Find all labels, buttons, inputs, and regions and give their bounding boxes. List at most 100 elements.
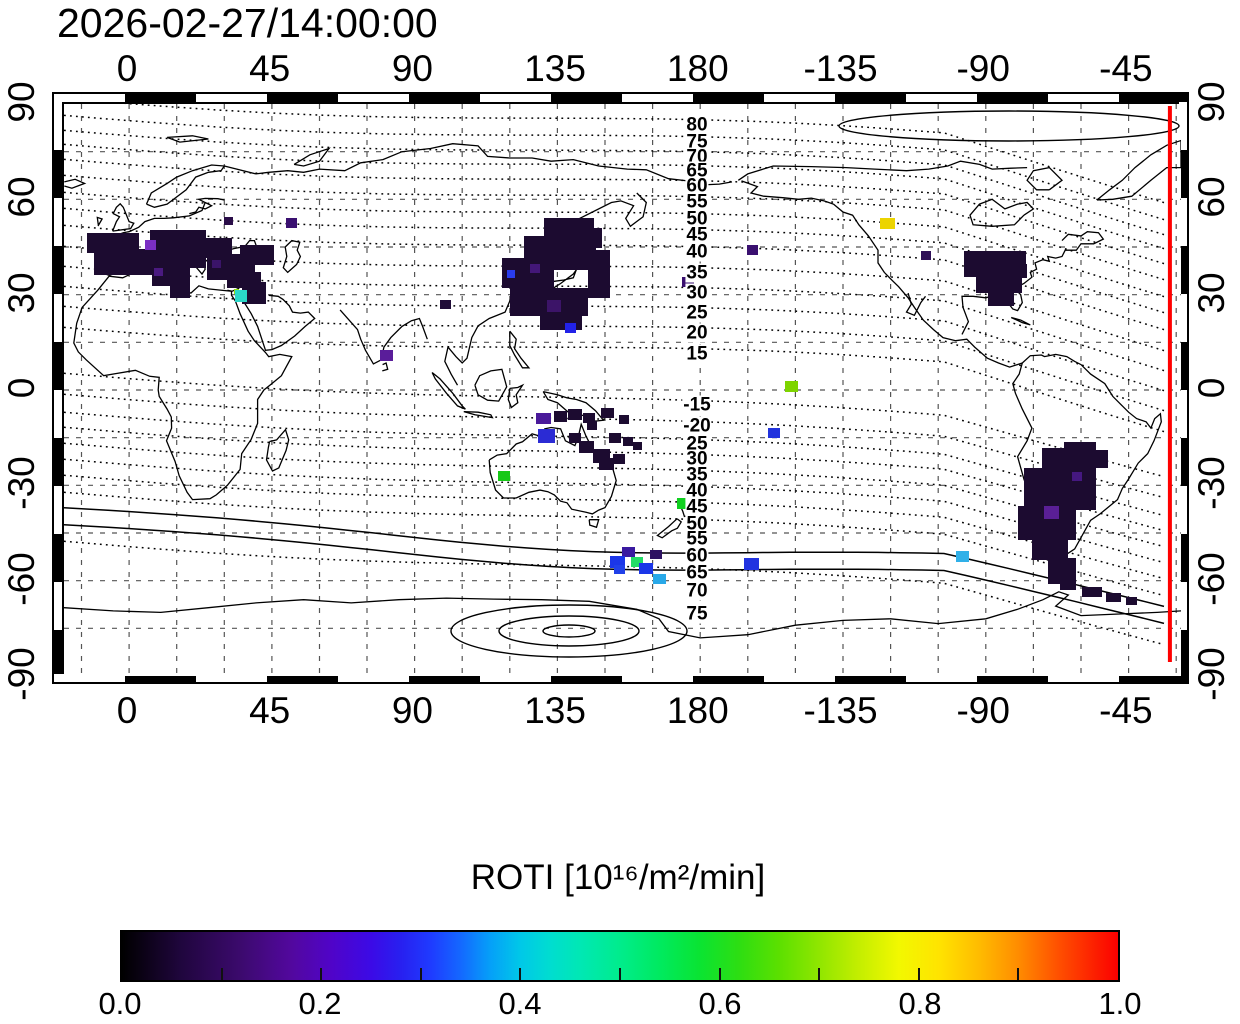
coastline bbox=[463, 410, 494, 419]
modip-contour-oval bbox=[498, 615, 640, 647]
modip-contour bbox=[64, 540, 1165, 646]
roti-cell bbox=[587, 421, 597, 430]
modip-contour bbox=[124, 104, 1165, 204]
colorbar bbox=[120, 930, 1120, 982]
roti-cell bbox=[633, 442, 642, 450]
coastline bbox=[96, 216, 104, 227]
coastline bbox=[474, 368, 508, 402]
map-frame: 80 75 70 65 60 55 50 45 40 35 30 25 20 15 -15 -20 25 30 35… bbox=[52, 92, 1189, 684]
coastline bbox=[507, 383, 525, 409]
colorbar-minor-tick bbox=[917, 968, 920, 980]
roti-cell bbox=[583, 413, 595, 423]
modip-contour bbox=[64, 372, 1165, 478]
coastline bbox=[64, 178, 87, 189]
roti-cell bbox=[622, 547, 635, 557]
contour-label: 65 bbox=[685, 160, 709, 182]
roti-cell bbox=[1024, 468, 1096, 510]
roti-cell bbox=[619, 415, 629, 424]
contour-label: 30 bbox=[685, 448, 709, 470]
roti-cell bbox=[87, 233, 139, 253]
contour-label: 35 bbox=[685, 464, 709, 486]
lat-tick-label-left: 90 bbox=[1, 81, 42, 123]
lat-tick-label-left: 0 bbox=[1, 377, 42, 399]
coastline bbox=[166, 135, 209, 143]
colorbar-tick-label: 0.0 bbox=[98, 986, 142, 1021]
modip-contour bbox=[64, 474, 1165, 580]
roti-cell bbox=[588, 250, 610, 298]
contour-label: 55 bbox=[685, 191, 709, 213]
roti-cell bbox=[1044, 506, 1059, 519]
modip-contour bbox=[64, 442, 1165, 548]
lon-tick-label-bottom: 180 bbox=[666, 690, 729, 731]
contour-label: 55 bbox=[685, 528, 709, 550]
colorbar-tick-label: 0.8 bbox=[898, 986, 942, 1021]
colorbar-title: ROTI [10¹⁶/m²/min] bbox=[470, 858, 766, 897]
contour-label: 35 bbox=[685, 262, 709, 284]
colorbar-minor-tick bbox=[519, 968, 522, 980]
modip-contour bbox=[64, 265, 1165, 372]
lon-tick-label-bottom: -135 bbox=[803, 690, 878, 731]
roti-cell bbox=[988, 290, 1014, 306]
roti-cell bbox=[956, 551, 969, 562]
contour-label: 70 bbox=[685, 580, 709, 602]
lat-tick-label-right: -90 bbox=[1191, 647, 1232, 701]
lon-tick-label-top: 45 bbox=[249, 48, 291, 89]
roti-cell bbox=[599, 458, 614, 470]
modip-contour-oval bbox=[838, 110, 1180, 142]
modip-contour bbox=[64, 174, 1165, 281]
coastline bbox=[189, 201, 214, 215]
contour-label: 60 bbox=[685, 545, 709, 567]
coastline bbox=[1010, 316, 1031, 326]
coastline bbox=[1026, 166, 1063, 191]
colorbar-minor-tick bbox=[320, 968, 323, 980]
lat-tick-label-right: 30 bbox=[1191, 272, 1232, 314]
colorbar-tick-label: 0.4 bbox=[498, 986, 542, 1021]
contour-label: 65 bbox=[685, 562, 709, 584]
modip-contour bbox=[64, 426, 1165, 532]
roti-cell bbox=[921, 251, 931, 260]
lat-tick-label-right: 0 bbox=[1191, 377, 1232, 399]
coastline bbox=[969, 198, 1035, 227]
roti-cell bbox=[609, 433, 621, 443]
timestamp-title: 2026-02-27/14:00:00 bbox=[57, 0, 438, 46]
roti-cell bbox=[677, 498, 690, 509]
contour-label: 50 bbox=[685, 513, 709, 535]
colorbar-minor-tick bbox=[1017, 968, 1020, 980]
roti-cell bbox=[639, 563, 653, 574]
coastline bbox=[382, 362, 389, 372]
roti-cell bbox=[785, 381, 798, 392]
roti-cell bbox=[224, 217, 233, 225]
frame-band-left bbox=[54, 102, 64, 674]
modip-contour bbox=[64, 114, 1165, 221]
roti-cell bbox=[240, 245, 274, 265]
lon-tick-label-top: 180 bbox=[666, 48, 729, 89]
coastline bbox=[588, 519, 600, 529]
colorbar-minor-tick bbox=[220, 968, 223, 980]
contour-label: 25 bbox=[685, 433, 709, 455]
roti-cell bbox=[565, 323, 576, 333]
lon-tick-label-bottom: -45 bbox=[1099, 690, 1153, 731]
contour-label: 20 bbox=[685, 322, 709, 344]
lon-tick-label-bottom: 0 bbox=[116, 690, 138, 731]
colorbar-tick-label: 0.6 bbox=[698, 986, 742, 1021]
contour-label: 40 bbox=[685, 480, 709, 502]
roti-cell bbox=[536, 413, 551, 424]
modip-contour bbox=[64, 411, 1165, 517]
modip-contour bbox=[64, 491, 1165, 597]
roti-cell bbox=[653, 574, 666, 584]
coastline bbox=[293, 147, 331, 167]
coastline bbox=[1012, 353, 1162, 564]
roti-cell bbox=[380, 350, 393, 361]
roti-cell bbox=[538, 429, 555, 443]
roti-cell bbox=[569, 433, 581, 443]
colorbar-minor-tick bbox=[619, 968, 621, 980]
contour-label: -20 bbox=[682, 415, 712, 437]
contour-label: 75 bbox=[685, 603, 709, 625]
roti-cell bbox=[631, 557, 643, 567]
modip-contour bbox=[64, 191, 1165, 298]
modip-contour bbox=[64, 143, 1165, 250]
roti-cell bbox=[768, 428, 780, 438]
contour-label: 45 bbox=[685, 224, 709, 246]
coastline bbox=[339, 309, 428, 365]
roti-cell bbox=[614, 565, 625, 574]
